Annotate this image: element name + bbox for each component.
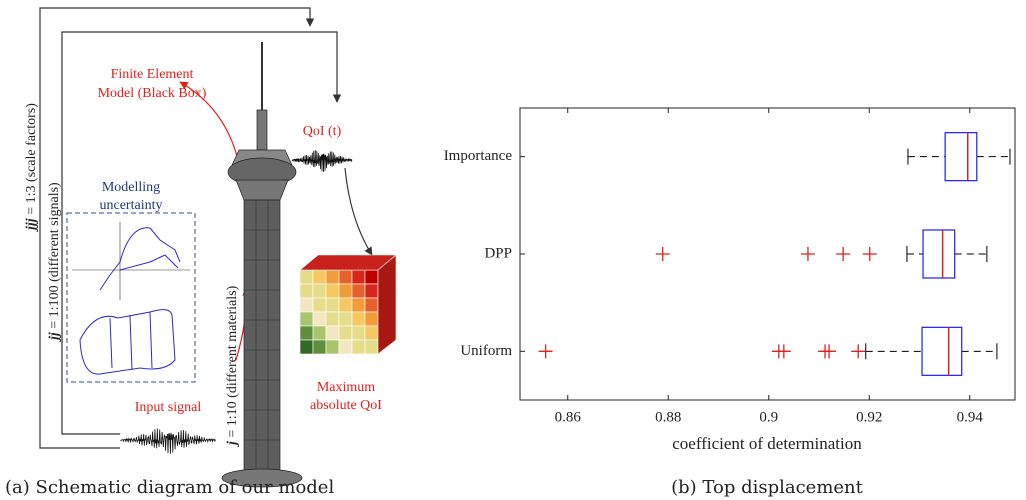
cube-cell — [312, 283, 327, 299]
cube-cell — [338, 339, 353, 355]
fe-label: Model (Black Box) — [98, 86, 207, 101]
outlier — [862, 247, 877, 261]
loop-index: jj — [47, 332, 62, 342]
cube-cell — [338, 311, 353, 327]
input-label: Input signal — [135, 400, 202, 415]
cube-side — [377, 254, 397, 355]
cube-cell — [325, 283, 340, 299]
signals — [120, 150, 353, 454]
outlier — [655, 247, 670, 261]
loop-text: = 1:100 (different signals) — [47, 182, 62, 329]
cube-cell — [351, 283, 366, 299]
cube-cell — [364, 283, 379, 299]
plot-frame — [519, 107, 1016, 401]
tower — [221, 42, 303, 488]
y-tick-label: DPP — [484, 245, 512, 261]
signal — [291, 150, 353, 172]
cube-cell — [312, 339, 327, 355]
cube-cell — [351, 297, 366, 313]
loop-text: = 1:10 (different materials) — [225, 285, 240, 437]
box — [922, 229, 956, 279]
cube-cell — [312, 311, 327, 327]
cube-cell — [364, 311, 379, 327]
cube-cell — [338, 269, 353, 285]
cube-cell — [364, 297, 379, 313]
fe-label: Finite Element — [111, 67, 194, 82]
outlier — [851, 344, 866, 359]
cube-cell — [338, 325, 353, 341]
loop-index: j — [225, 441, 240, 447]
outlier — [822, 344, 837, 359]
cube-cell — [351, 339, 366, 355]
cube-cell — [325, 325, 340, 341]
y-tick-label: Importance — [444, 148, 513, 164]
cube-cell — [325, 311, 340, 327]
cube-cell — [325, 297, 340, 313]
x-axis-label: coefficient of determination — [672, 434, 862, 453]
cube-cell — [351, 269, 366, 285]
cube-cell — [364, 339, 379, 355]
caption: (b) Top displacement — [671, 477, 864, 498]
cube-cell — [299, 283, 314, 299]
cube-cell — [312, 297, 327, 313]
loop-text: = 1:3 (scale factors) — [24, 103, 39, 215]
uncertainty-label: uncertainty — [100, 198, 163, 213]
y-tick-label: Uniform — [460, 343, 512, 359]
cube-cell — [338, 297, 353, 313]
x-tick-label: 0.94 — [957, 409, 984, 425]
signal — [120, 428, 216, 454]
loop-lines — [39, 7, 373, 449]
cube-cell — [299, 297, 314, 313]
cube-cell — [299, 269, 314, 285]
box — [944, 132, 978, 182]
outlier — [836, 247, 851, 261]
outlier — [800, 247, 815, 261]
x-tick-label: 0.86 — [555, 409, 582, 425]
cube-cell — [325, 269, 340, 285]
loop-label: j = 1:10 (different materials) — [225, 285, 240, 447]
cube-cell — [312, 325, 327, 341]
qoi-label: QoI (t) — [303, 124, 342, 139]
loop-index: jjj — [24, 218, 39, 232]
cube-cell — [325, 339, 340, 355]
outlier — [538, 344, 553, 359]
x-tick-label: 0.88 — [655, 409, 681, 425]
hysteresis — [72, 222, 190, 375]
cube-cell — [299, 325, 314, 341]
cube-cell — [364, 325, 379, 341]
uncertainty-label: Modelling — [102, 180, 160, 195]
cube-cell — [312, 269, 327, 285]
cube-cell — [299, 339, 314, 355]
outlier — [776, 344, 791, 359]
x-tick-label: 0.92 — [856, 409, 882, 425]
cube-cell — [299, 311, 314, 327]
cube-cell — [351, 325, 366, 341]
loop-label: jj = 1:100 (different signals) — [47, 182, 62, 342]
uncertainty-box — [66, 212, 196, 383]
x-tick-label: 0.9 — [759, 409, 778, 425]
box — [921, 326, 963, 376]
max-qoi-label: Maximum — [317, 380, 375, 395]
cube-cell — [351, 311, 366, 327]
loop-label: jjj = 1:3 (scale factors) — [24, 103, 39, 232]
caption: (a) Schematic diagram of our model — [5, 477, 334, 498]
cube — [299, 254, 397, 355]
cube-cell — [364, 269, 379, 285]
max-qoi-label: absolute QoI — [310, 398, 382, 413]
cube-cell — [338, 283, 353, 299]
